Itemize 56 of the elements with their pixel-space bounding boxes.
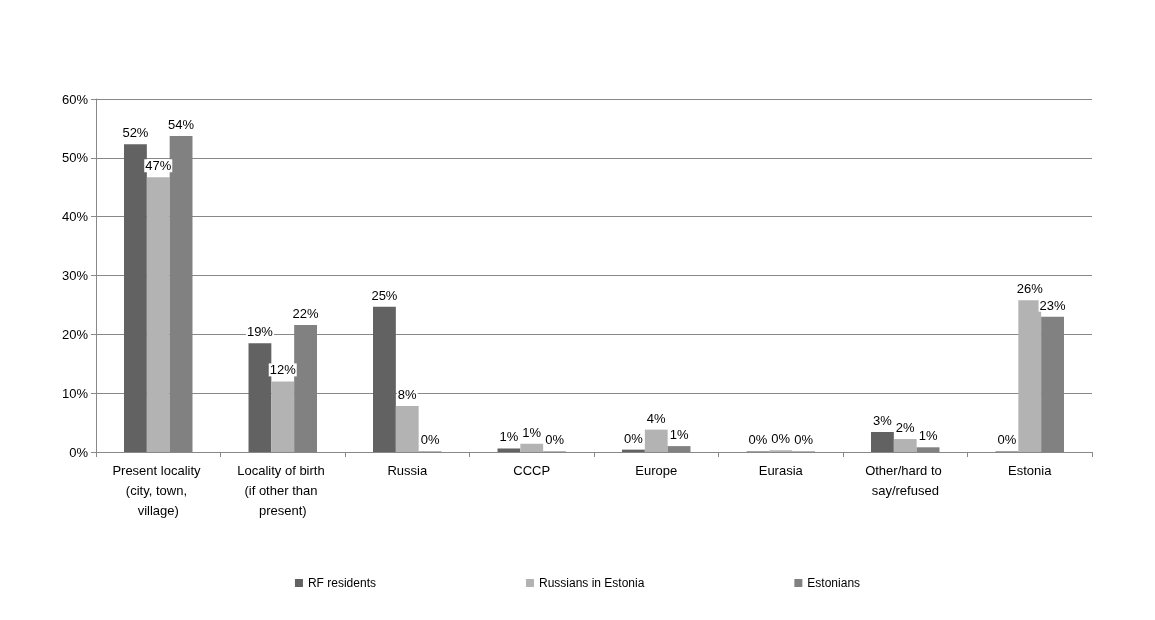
x-tick-label: Europe (635, 462, 678, 478)
data-label: 23% (1039, 297, 1067, 313)
data-label: 0% (997, 432, 1017, 448)
data-label: 4% (646, 410, 667, 426)
bar (395, 406, 419, 452)
data-label: 52% (122, 125, 149, 141)
x-tick-label: Locality of birth (if other than present) (237, 462, 329, 518)
data-label: 26% (1016, 281, 1044, 297)
x-tick-label: Other/hard to say/refused (865, 462, 946, 498)
data-label: 25% (371, 287, 398, 303)
bar (497, 448, 521, 452)
bar (667, 446, 691, 452)
data-label: 2% (895, 420, 916, 436)
data-label: 1% (918, 428, 938, 444)
legend-label: RF residents (307, 576, 376, 590)
y-tick-label: 60% (61, 91, 89, 107)
bar (124, 144, 147, 452)
y-tick-label: 50% (61, 150, 89, 166)
data-label: 22% (292, 305, 320, 321)
bar (271, 381, 295, 452)
data-label: 54% (168, 117, 195, 133)
bar (146, 177, 170, 452)
data-label: 1% (499, 429, 519, 445)
bar (248, 343, 272, 452)
data-label: 0% (748, 432, 768, 448)
data-label: 0% (545, 432, 565, 448)
x-tick-label: Estonia (1008, 462, 1053, 478)
x-tick-label: Present locality (city, town, village) (112, 462, 205, 518)
data-label: 3% (873, 413, 893, 428)
data-label: 0% (624, 430, 644, 446)
data-label: 12% (269, 362, 297, 378)
x-tick-label: CCCP (513, 462, 551, 478)
bar (916, 447, 940, 452)
data-label: 19% (246, 324, 274, 340)
data-label: 0% (771, 431, 791, 447)
y-tick-label: 0% (69, 444, 89, 460)
bar (520, 443, 544, 452)
y-tick-label: 30% (61, 268, 89, 283)
legend-label: Russians in Estonia (538, 576, 645, 590)
data-label: 1% (522, 424, 542, 440)
data-label: 1% (669, 427, 689, 443)
bar (373, 306, 396, 452)
data-label: 0% (794, 432, 814, 448)
bar (893, 439, 917, 452)
bar (644, 429, 668, 452)
bar (871, 432, 894, 452)
x-tick-label: Eurasia (758, 462, 804, 478)
data-label: 8% (397, 387, 418, 403)
data-label: 47% (145, 158, 172, 174)
bar (1018, 300, 1042, 452)
y-tick-label: 20% (61, 326, 89, 342)
data-label: 0% (420, 432, 440, 448)
y-tick-label: 40% (61, 209, 89, 225)
y-tick-label: 10% (61, 385, 89, 401)
x-tick-label: Russia (387, 462, 428, 478)
legend-label: Estonians (807, 576, 861, 590)
